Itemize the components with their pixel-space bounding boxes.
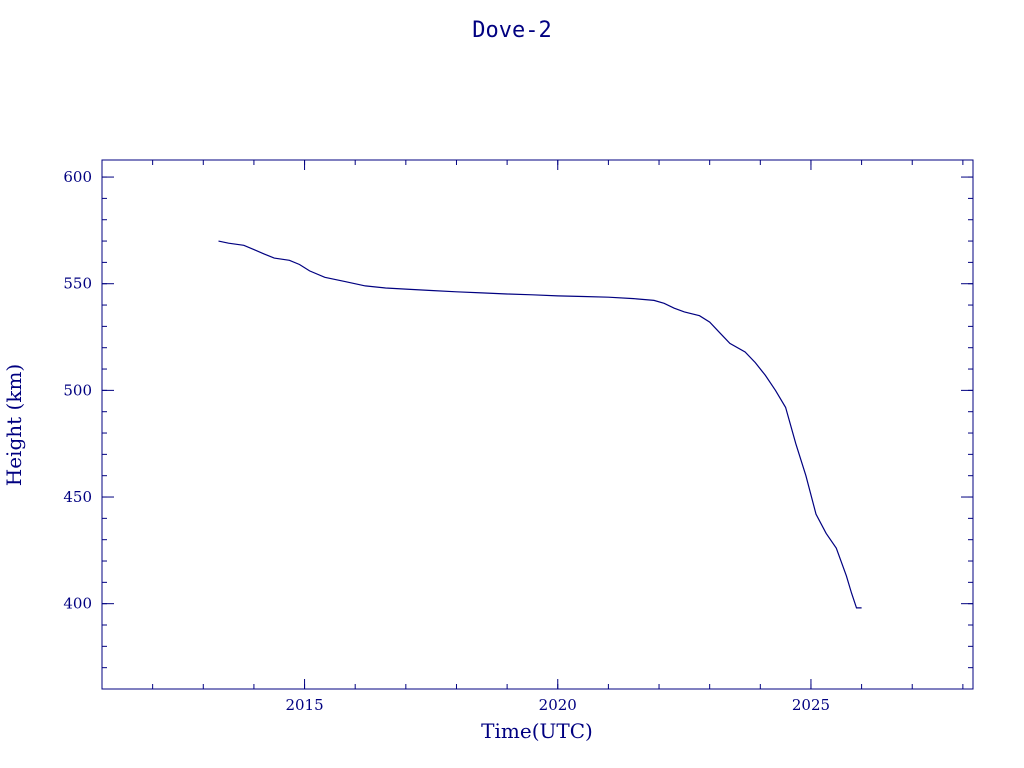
axis-tick-labels: 2015 2020 2025 400 450 500 550 600 bbox=[63, 168, 830, 714]
y-axis-label: Height (km) bbox=[2, 364, 26, 486]
plot-frame bbox=[101, 159, 974, 690]
series-layer bbox=[218, 240, 862, 609]
y-tick-label: 550 bbox=[63, 275, 92, 293]
y-tick-label: 600 bbox=[63, 168, 92, 186]
x-axis-label: Time(UTC) bbox=[481, 719, 593, 743]
x-tick-label: 2025 bbox=[792, 696, 830, 714]
y-tick-label: 400 bbox=[63, 595, 92, 613]
chart-title: Dove-2 bbox=[472, 18, 551, 43]
x-tick-label: 2015 bbox=[285, 696, 323, 714]
y-tick-label: 500 bbox=[63, 381, 92, 399]
axis-ticks bbox=[101, 160, 973, 690]
series-line-0 bbox=[218, 240, 862, 609]
y-tick-label: 450 bbox=[63, 488, 92, 506]
x-tick-label: 2020 bbox=[539, 696, 577, 714]
